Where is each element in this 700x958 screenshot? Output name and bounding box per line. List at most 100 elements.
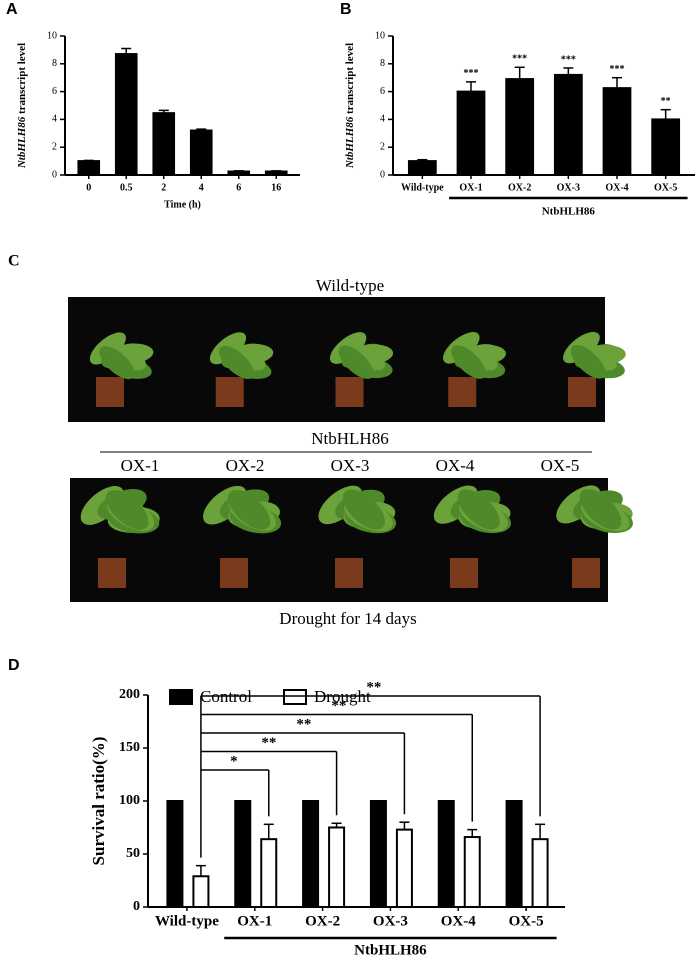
leaf	[338, 345, 374, 379]
y-tick-label: 10	[375, 30, 385, 41]
panel-letter: B	[340, 1, 352, 18]
leaf	[570, 344, 606, 379]
y-axis-label: Survival ratio(%)	[89, 737, 108, 866]
leaf	[99, 346, 135, 380]
bar	[166, 800, 184, 908]
bar	[505, 800, 523, 908]
significance: ***	[561, 54, 576, 65]
x-tick-label: OX-1	[459, 182, 482, 193]
pot	[448, 377, 477, 407]
significance: *	[230, 753, 238, 769]
bar	[437, 800, 455, 908]
y-axis-label-gene: NtbHLH86	[16, 116, 28, 169]
x-tick-label: Wild-type	[155, 913, 219, 929]
bar	[192, 875, 210, 909]
bar	[531, 838, 549, 908]
significance: **	[261, 735, 276, 751]
significance: **	[661, 96, 671, 107]
bar	[234, 800, 252, 908]
x-tick-label: 4	[199, 182, 204, 193]
y-tick-label: 0	[52, 169, 57, 180]
line-label: OX-2	[226, 456, 265, 475]
bar	[505, 78, 535, 176]
significance: **	[366, 679, 381, 695]
y-axis-label-text: transcript level	[16, 43, 28, 117]
x-tick-label: OX-4	[605, 182, 628, 193]
bar	[463, 836, 481, 908]
y-tick-label: 10	[47, 30, 57, 41]
bar	[395, 828, 413, 908]
leaf	[342, 489, 385, 530]
y-tick-label: 0	[380, 169, 385, 180]
pot	[572, 558, 600, 588]
group-label: NtbHLH86	[542, 206, 596, 218]
bar	[553, 73, 583, 176]
pot	[220, 558, 248, 588]
y-tick-label: 200	[119, 687, 140, 702]
x-tick-label: OX-3	[373, 913, 408, 929]
y-axis-label: NtbHLH86 transcript level	[344, 43, 356, 169]
bar	[328, 826, 346, 908]
significance: ***	[610, 64, 625, 75]
x-tick-label: OX-4	[441, 913, 476, 929]
leaf	[227, 489, 271, 530]
y-axis-label-text: transcript level	[344, 43, 356, 117]
y-tick-label: 6	[52, 86, 57, 97]
leaf	[218, 345, 255, 380]
bar	[369, 800, 387, 908]
y-tick-label: 4	[380, 114, 385, 125]
significance: **	[296, 716, 311, 732]
significance: ***	[464, 68, 479, 79]
bar	[114, 53, 138, 176]
y-tick-label: 50	[126, 846, 140, 861]
x-tick-label: OX-2	[508, 182, 531, 193]
bar	[264, 170, 288, 176]
line-label: OX-4	[436, 456, 475, 475]
x-tick-label: 2	[161, 182, 166, 193]
bar	[407, 160, 437, 177]
line-label: OX-3	[331, 456, 370, 475]
significance: **	[331, 698, 346, 714]
y-tick-label: 2	[52, 141, 57, 152]
line-label: OX-5	[541, 456, 580, 475]
photo-top-label: Wild-type	[316, 276, 384, 295]
x-tick-label: OX-2	[305, 913, 340, 929]
pot	[450, 558, 478, 588]
bar	[152, 112, 176, 176]
pot	[335, 377, 364, 407]
pot	[335, 558, 363, 588]
leaf	[105, 490, 149, 530]
significance: ***	[512, 54, 527, 65]
group-label: NtbHLH86	[354, 942, 427, 958]
bar	[651, 118, 681, 176]
bar	[227, 170, 251, 176]
y-tick-label: 6	[380, 86, 385, 97]
bar	[456, 90, 486, 176]
y-axis-label-gene: NtbHLH86	[344, 116, 356, 169]
x-tick-label: OX-5	[509, 913, 544, 929]
x-tick-label: 0.5	[120, 182, 133, 193]
y-tick-label: 100	[119, 793, 140, 808]
panel-letter: C	[8, 253, 20, 270]
photo-group-label: NtbHLH86	[311, 429, 388, 448]
x-tick-label: 6	[236, 182, 241, 193]
x-tick-label: Wild-type	[401, 182, 444, 193]
pot	[98, 558, 126, 588]
x-tick-label: OX-3	[557, 182, 580, 193]
legend-swatch	[169, 689, 193, 705]
leaf	[457, 489, 500, 530]
bar	[77, 160, 101, 177]
line-label: OX-1	[121, 456, 160, 475]
bar	[189, 129, 213, 177]
y-tick-label: 8	[380, 58, 385, 69]
x-tick-label: OX-1	[237, 913, 272, 929]
panel-letter: A	[6, 1, 18, 18]
y-tick-label: 4	[52, 114, 57, 125]
x-tick-label: 16	[271, 182, 281, 193]
x-tick-label: OX-5	[654, 182, 677, 193]
legend-swatch	[283, 689, 307, 705]
pot	[215, 377, 244, 407]
pot	[568, 377, 596, 407]
bar	[260, 838, 278, 908]
